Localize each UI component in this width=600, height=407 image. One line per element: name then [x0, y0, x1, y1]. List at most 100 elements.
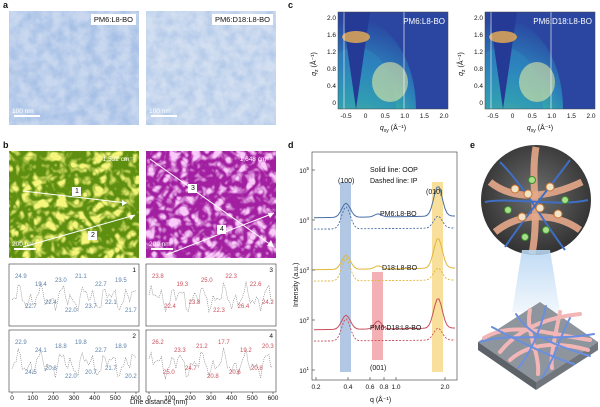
profile-xtick-label: 500 — [110, 395, 121, 402]
giwaxs-ylabel: qz (Å⁻¹) — [309, 52, 320, 76]
scale-text-a1: 100 nm — [12, 108, 34, 115]
line-label-2: 2 — [91, 232, 95, 239]
profile-xtick-label: 200 — [48, 395, 59, 402]
scale-text-b2: 200 nm — [149, 241, 171, 248]
giwaxs-ylabel: qz (Å⁻¹) — [456, 52, 467, 76]
profile-value-label: 22.1 — [105, 300, 117, 306]
profile-value-label: 22.9 — [15, 340, 27, 346]
xrd-curve-oop — [314, 238, 455, 271]
profile-xtick-label: 0 — [10, 395, 14, 402]
xrd-ytick: 103 — [299, 266, 309, 275]
panel-e-label: e — [470, 140, 476, 150]
xrd-curve-ip — [314, 318, 455, 342]
xrd-plot-frame — [311, 151, 458, 381]
giwaxs-xtick: 0 — [511, 113, 515, 120]
profile-value-label: 22.4 — [164, 304, 176, 310]
band-010 — [432, 182, 443, 372]
profile-trace-1 — [11, 282, 137, 312]
afm-tag-2: PM6:D18:L8-BO — [211, 14, 273, 25]
profile-value-label: 20.6 — [229, 370, 241, 376]
profile-value-label: 19.5 — [115, 278, 127, 284]
profile-value-label: 26.4 — [238, 304, 250, 310]
profile-value-label: 22.3 — [213, 308, 225, 314]
curve-label-d18-l8bo: D18:L8-BO — [382, 265, 418, 272]
profile-xtick-label: 100 — [27, 395, 38, 402]
xrd-xlabel: q (Å⁻¹) — [370, 395, 391, 404]
curve-label-pm6-l8bo: PM6:L8-BO — [380, 211, 417, 218]
peak-label-100: (100) — [338, 178, 354, 185]
profile-xtick-label: 600 — [131, 395, 142, 402]
giwaxs-ytick: 1.2 — [327, 49, 336, 56]
profile-value-label: 21.2 — [196, 344, 208, 350]
profile-xtick-label: 0 — [147, 395, 151, 402]
giwaxs-ytick: 0.4 — [327, 83, 336, 90]
giwaxs-map-2 — [485, 12, 595, 109]
giwaxs-ytick: 2.0 — [474, 15, 483, 22]
xrd-xtick: 2.0 — [440, 384, 449, 391]
profile-value-label: 22.7 — [95, 282, 107, 288]
xrd-xtick: 0.8 — [379, 384, 388, 391]
profile-trace-3 — [148, 281, 274, 313]
profile-value-label: 25.0 — [163, 370, 175, 376]
profile-xtick-label: 300 — [206, 395, 217, 402]
profile-value-label: 20.8 — [207, 374, 219, 380]
peak-label-001: (001) — [370, 365, 386, 372]
giwaxs-xtick: 2.0 — [439, 113, 448, 120]
profile-value-label: 20.3 — [262, 344, 274, 350]
profile-box-4 — [145, 329, 277, 393]
profile-value-label: 20.8 — [251, 366, 263, 372]
afm-image-pm6-d18-l8bo: PM6:D18:L8-BO 100 nm — [146, 11, 276, 125]
xrd-curve-ip — [314, 258, 455, 282]
scale-text-b1: 200 nm — [12, 241, 34, 248]
giwaxs-xtick: 1.5 — [420, 113, 429, 120]
profile-value-label: 22.4 — [45, 300, 57, 306]
giwaxs-xtick: -0.5 — [340, 113, 352, 120]
profile-value-label: 18.9 — [115, 344, 127, 350]
legend-line-2: Dashed line: IP — [370, 178, 418, 185]
morphology-schematic — [478, 145, 598, 390]
giwaxs-ytick: 1.6 — [327, 32, 336, 39]
profile-xtick-label: 300 — [69, 395, 80, 402]
giwaxs-maps: PM6:L8-BO PM6:D18:L8-BO 2.0 1.6 1.2 0.8 0.4 0… — [309, 11, 596, 134]
panel-b-label: b — [3, 140, 9, 150]
profile-value-label: 20.7 — [85, 370, 97, 376]
giwaxs-ytick: 0 — [479, 100, 483, 107]
giwaxs-map-1 — [338, 12, 448, 109]
xrd-curve-oop — [314, 186, 455, 219]
legend-line-1: Solid line: OOP — [370, 167, 418, 174]
profile-xtick-label: 100 — [164, 395, 175, 402]
profile-value-label: 20.2 — [125, 374, 137, 380]
profile-value-label: 21.7 — [105, 366, 117, 372]
profile-value-label: 24.2 — [262, 300, 274, 306]
profile-box-1 — [8, 263, 140, 327]
profile-value-label: 22.3 — [225, 274, 237, 280]
giwaxs-xtick: 1.5 — [567, 113, 576, 120]
afm-tag-1: PM6:L8-BO — [90, 14, 136, 25]
profile-value-label: 24.7 — [185, 366, 197, 372]
giwaxs-ytick: 0.8 — [327, 66, 336, 73]
profile-xlabel: Line distance (nm) — [130, 399, 188, 406]
line-label-4: 4 — [220, 226, 224, 233]
giwaxs-xtick: 1.0 — [547, 113, 556, 120]
giwaxs-xtick: 0.5 — [528, 113, 537, 120]
band-001 — [372, 272, 383, 360]
band-100 — [340, 182, 351, 372]
profile-id-2: 2 — [132, 333, 136, 340]
xrd-line-cuts-chart: 105 104 103 102 101 0.2 0.4 0.6 0.8 1.0 2.0 Solid … — [293, 151, 458, 404]
profile-value-label: 21.1 — [75, 274, 87, 280]
giwaxs-xtick: 0.5 — [381, 113, 390, 120]
giwaxs-ytick: 1.2 — [474, 49, 483, 56]
profile-value-label: 23.0 — [55, 278, 67, 284]
line-label-3: 3 — [191, 185, 195, 192]
panel-a-label: a — [3, 0, 9, 10]
profile-value-label: 26.2 — [152, 340, 164, 346]
scale-bar-b1 — [14, 248, 36, 250]
profile-value-label: 23.8 — [152, 274, 164, 280]
profile-id-1: 1 — [132, 267, 136, 274]
profile-value-label: 22.0 — [65, 308, 77, 314]
giwaxs-xlabel: qxy (Å⁻¹) — [380, 123, 406, 134]
profile-value-label: 20.8 — [45, 366, 57, 372]
giwaxs-xlabel: qxy (Å⁻¹) — [527, 123, 553, 134]
profile-value-label: 19.3 — [176, 282, 188, 288]
line-label-1: 1 — [75, 188, 79, 195]
